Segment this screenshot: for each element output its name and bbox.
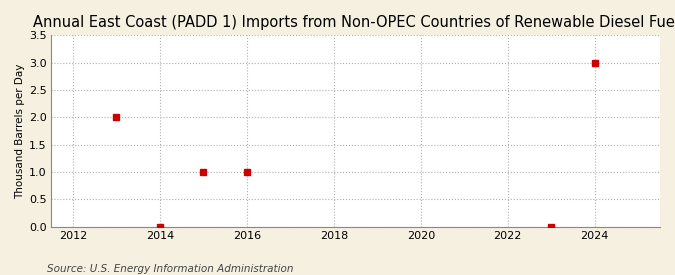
Text: Source: U.S. Energy Information Administration: Source: U.S. Energy Information Administ… <box>47 264 294 274</box>
Y-axis label: Thousand Barrels per Day: Thousand Barrels per Day <box>15 63 25 199</box>
Title: Annual East Coast (PADD 1) Imports from Non-OPEC Countries of Renewable Diesel F: Annual East Coast (PADD 1) Imports from … <box>32 15 675 30</box>
